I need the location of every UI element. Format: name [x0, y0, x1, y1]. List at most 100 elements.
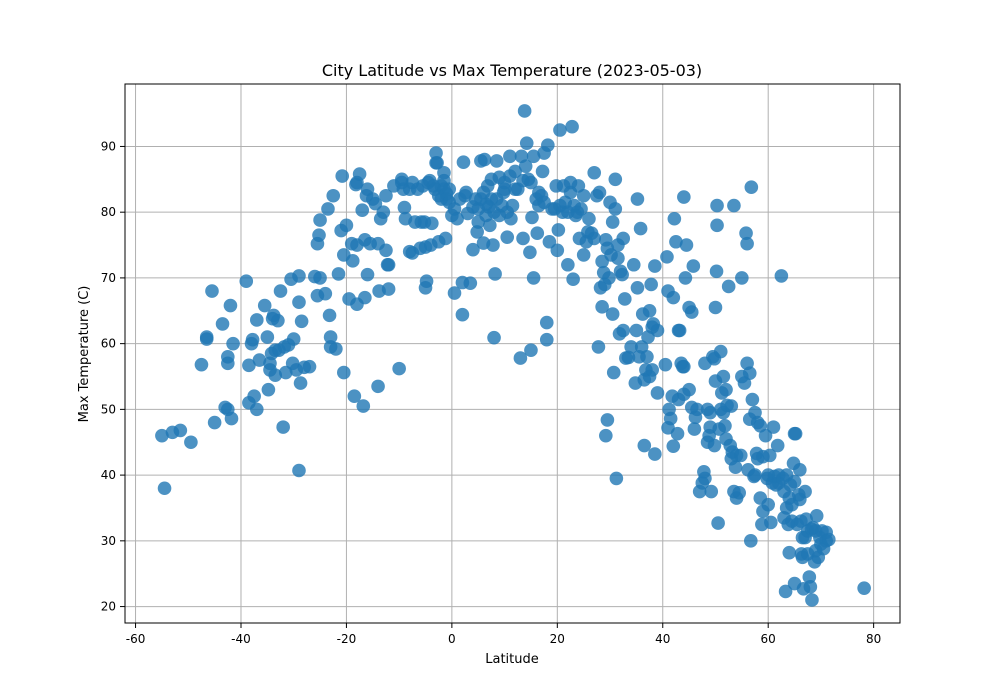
- data-point: [650, 386, 665, 400]
- x-tick-label: -40: [231, 632, 251, 646]
- data-point: [650, 323, 665, 338]
- data-point: [617, 292, 632, 306]
- data-point: [323, 330, 338, 344]
- data-point: [761, 497, 775, 512]
- data-point: [483, 218, 497, 233]
- data-point: [503, 149, 517, 164]
- data-point: [677, 359, 691, 374]
- data-point: [551, 223, 566, 237]
- data-point: [758, 428, 773, 443]
- data-point: [624, 340, 638, 354]
- data-point: [505, 198, 520, 213]
- data-point: [716, 369, 731, 384]
- data-point: [621, 350, 636, 365]
- data-point: [321, 202, 335, 216]
- data-point: [721, 279, 736, 294]
- data-point: [339, 218, 354, 233]
- data-point: [523, 245, 537, 260]
- data-point: [376, 205, 391, 219]
- data-point: [774, 269, 789, 283]
- data-point: [224, 411, 239, 426]
- data-point: [526, 149, 541, 164]
- data-point: [766, 420, 781, 434]
- data-point: [292, 269, 306, 283]
- data-point: [419, 274, 434, 288]
- data-point: [678, 271, 693, 285]
- data-point: [268, 368, 283, 382]
- data-point: [397, 200, 412, 215]
- data-point: [648, 259, 662, 273]
- data-point: [542, 234, 557, 249]
- data-point: [667, 211, 682, 226]
- data-point: [313, 213, 327, 227]
- data-point: [669, 234, 683, 249]
- data-point: [500, 230, 515, 244]
- data-point: [576, 188, 591, 203]
- data-point: [574, 202, 588, 216]
- data-point: [605, 215, 620, 229]
- data-point: [541, 138, 555, 152]
- data-point: [488, 267, 502, 281]
- data-point: [524, 175, 538, 190]
- data-point: [703, 405, 718, 420]
- data-point: [456, 155, 471, 170]
- data-point: [740, 236, 754, 251]
- data-point: [261, 382, 276, 397]
- data-point: [352, 167, 367, 181]
- data-point: [381, 257, 396, 272]
- data-point: [250, 402, 264, 417]
- data-point: [215, 317, 230, 331]
- data-point: [199, 330, 214, 344]
- data-point: [519, 136, 534, 150]
- chart-title: City Latitude vs Max Temperature (2023-0…: [322, 61, 702, 80]
- data-point: [710, 218, 724, 233]
- data-point: [672, 323, 687, 338]
- data-point: [718, 419, 732, 433]
- data-point: [600, 413, 615, 427]
- data-point: [273, 284, 288, 298]
- data-point: [550, 243, 565, 258]
- plot-frame: [124, 83, 901, 624]
- data-point: [803, 580, 818, 594]
- data-point: [602, 271, 616, 285]
- data-point: [682, 382, 696, 397]
- data-point: [608, 172, 623, 187]
- data-point: [606, 365, 621, 380]
- axis-ticks: -60 -40 -20 0 20 40 60 80 20 30 40 50 60 70 80 90: [101, 139, 882, 646]
- data-point: [345, 254, 360, 268]
- data-point: [599, 428, 613, 443]
- data-point: [728, 460, 743, 475]
- data-point: [591, 340, 606, 354]
- data-point: [239, 274, 254, 288]
- data-point: [466, 242, 480, 257]
- data-point: [666, 290, 681, 305]
- data-point: [679, 238, 694, 252]
- data-point: [630, 280, 645, 295]
- data-point: [381, 282, 396, 296]
- data-point: [184, 435, 198, 450]
- data-point: [640, 349, 654, 364]
- data-point: [690, 402, 704, 417]
- y-tick-label: 70: [101, 271, 116, 285]
- data-point: [605, 307, 620, 321]
- data-point: [745, 392, 760, 407]
- x-tick-label: 0: [448, 632, 456, 646]
- data-point: [592, 185, 607, 200]
- data-point: [704, 484, 719, 499]
- data-point: [347, 389, 362, 404]
- data-point: [425, 216, 439, 231]
- data-point: [582, 211, 596, 226]
- data-point: [525, 210, 539, 225]
- data-point: [286, 332, 301, 346]
- data-point: [392, 361, 406, 376]
- data-point: [587, 231, 602, 246]
- data-point: [292, 463, 306, 478]
- data-point: [379, 243, 393, 258]
- data-point: [276, 420, 290, 434]
- data-point: [360, 267, 375, 282]
- data-point: [312, 228, 326, 242]
- data-point: [194, 357, 209, 372]
- data-point: [615, 267, 629, 282]
- data-point: [719, 382, 733, 397]
